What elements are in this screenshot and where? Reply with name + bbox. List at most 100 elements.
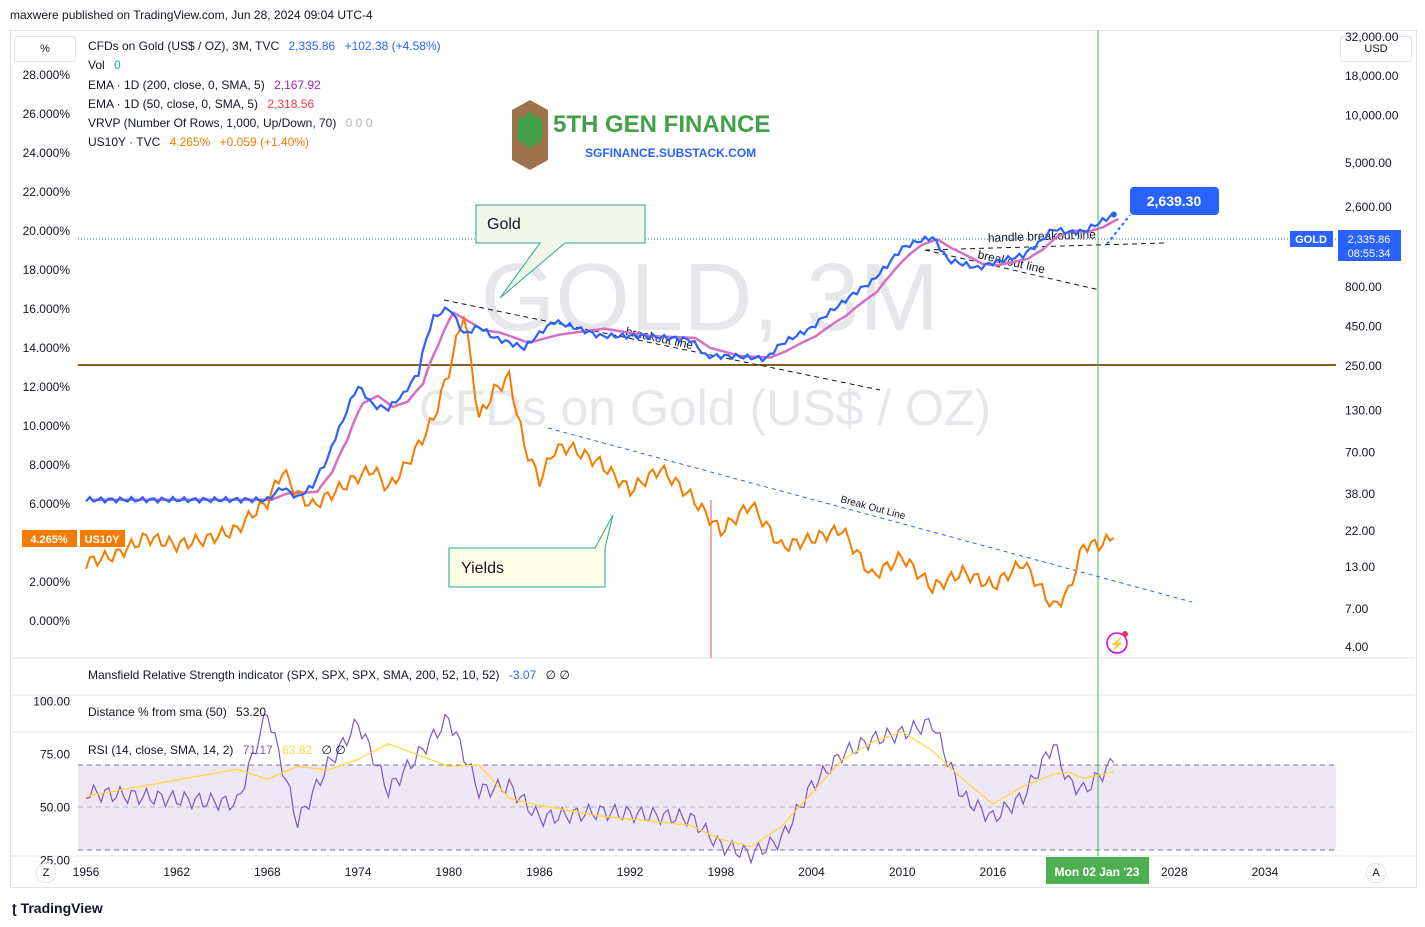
right-axis-tick: 5,000.00 xyxy=(1345,156,1392,170)
gold-callout-box[interactable] xyxy=(475,204,646,299)
watermark-subtitle: CFDs on Gold (US$ / OZ) xyxy=(419,380,991,436)
left-axis-tick: 6.000% xyxy=(29,497,70,511)
right-axis-tick: 32,000.00 xyxy=(1345,30,1399,44)
crosshair-date-tag xyxy=(1046,857,1149,884)
right-axis-tick: 7.00 xyxy=(1345,602,1369,616)
chart-frame xyxy=(10,30,1417,888)
us10y-value-tag-text: 4.265% xyxy=(30,534,68,546)
left-axis-tick: 26.000% xyxy=(23,107,71,121)
distance-pane-title[interactable]: Distance % from sma (50) 53.20 xyxy=(88,705,266,719)
x-axis-tick: 2004 xyxy=(798,865,825,879)
x-axis-tick: 1986 xyxy=(526,865,553,879)
logo: 5TH GEN FINANCE SGFINANCE.SUBSTACK.COM xyxy=(512,100,770,170)
right-axis-tick: 18,000.00 xyxy=(1345,69,1399,83)
yields-breakout-trendline[interactable] xyxy=(547,427,1193,603)
right-axis-tick: 70.00 xyxy=(1345,446,1375,460)
rsi-axis-tick: 100.00 xyxy=(33,694,70,708)
break-out-line-label: Break Out Line xyxy=(839,494,907,522)
legend-ema50-row[interactable]: EMA · 1D (50, close, 0, SMA, 5) 2,318.56 xyxy=(88,97,314,111)
gold-price-line-series xyxy=(85,211,1115,505)
rsi-axis-tick: 75.00 xyxy=(40,747,70,761)
currency-scale-button[interactable]: USD xyxy=(1340,36,1412,62)
yields-callout-box[interactable] xyxy=(448,514,614,588)
right-axis-tick: 800.00 xyxy=(1345,280,1382,294)
percent-scale-button[interactable]: % xyxy=(14,36,76,62)
gold-last-point xyxy=(1110,211,1117,218)
us10y-symbol-tag xyxy=(80,530,125,547)
mansfield-pane-title[interactable]: Mansfield Relative Strength indicator (S… xyxy=(88,668,570,682)
x-axis-tick: 2010 xyxy=(889,865,916,879)
us10y-value-tag xyxy=(22,530,77,547)
legend-vrvp-values: 0 0 0 xyxy=(345,116,373,130)
breakout-trendline[interactable] xyxy=(443,299,881,391)
right-axis: 32,000.00 18,000.00 10,000.00 5,000.00 2,600… xyxy=(1345,30,1399,654)
rsi-line xyxy=(85,713,1115,865)
gold-ema-line xyxy=(90,217,1119,501)
alert-dot-icon xyxy=(1122,631,1128,637)
x-axis-tick: 2028 xyxy=(1161,865,1188,879)
x-axis-tick: 1980 xyxy=(435,865,462,879)
gold-price-tag xyxy=(1338,230,1401,261)
left-axis-tick: 0.000% xyxy=(29,614,70,628)
gold-callout-text: Gold xyxy=(487,216,521,233)
target-price-text: 2,639.30 xyxy=(1147,193,1202,209)
rsi-value: 71.17 xyxy=(242,743,273,757)
published-header: maxwere published on TradingView.com, Ju… xyxy=(10,8,373,22)
legend-vol-row[interactable]: Vol 0 xyxy=(88,58,121,72)
left-axis-tick: 2.000% xyxy=(29,575,70,589)
auto-scale-button[interactable]: A xyxy=(1366,863,1386,883)
right-axis-tick: 130.00 xyxy=(1345,404,1382,418)
logo-url: SGFINANCE.SUBSTACK.COM xyxy=(585,146,756,160)
x-axis-tick: 1998 xyxy=(707,865,734,879)
right-axis-tick: 38.00 xyxy=(1345,487,1375,501)
legend-price: 2,335.86 xyxy=(288,39,336,53)
left-axis-tick: 12.000% xyxy=(23,380,71,394)
x-axis-tick: 1992 xyxy=(617,865,644,879)
rsi-pane-title[interactable]: RSI (14, close, SMA, 14, 2) 71.17 63.82 … xyxy=(88,743,346,757)
lightning-icon[interactable] xyxy=(1106,632,1128,654)
right-axis-tick: 250.00 xyxy=(1345,359,1382,373)
legend-us10y-value: 4.265% xyxy=(169,135,211,149)
rsi-extra: ∅ ∅ xyxy=(321,743,346,757)
target-price-badge[interactable] xyxy=(1130,187,1219,215)
legend-ema200-row[interactable]: EMA · 1D (200, close, 0, SMA, 5) 2,167.9… xyxy=(88,78,321,92)
legend-us10y-change: +0.059 (+1.40%) xyxy=(219,135,310,149)
yields-callout-text: Yields xyxy=(461,560,504,577)
breakout-trendline-2[interactable] xyxy=(924,249,1101,291)
legend-symbol-row[interactable]: CFDs on Gold (US$ / OZ), 3M, TVC 2,335.8… xyxy=(88,39,441,53)
mansfield-extra: ∅ ∅ xyxy=(545,668,570,682)
logo-name: 5TH GEN FINANCE xyxy=(553,111,770,138)
rsi-label: RSI (14, close, SMA, 14, 2) xyxy=(88,743,234,757)
left-axis-tick: 28.000% xyxy=(23,68,71,82)
legend-us10y-row[interactable]: US10Y · TVC 4.265% +0.059 (+1.40%) xyxy=(88,135,309,149)
rsi-axis-tick: 50.00 xyxy=(40,801,70,815)
x-axis-tick: 1968 xyxy=(254,865,281,879)
rsi-ma-value: 63.82 xyxy=(282,743,313,757)
left-axis-tick: 14.000% xyxy=(23,341,71,355)
legend-ema50-value: 2,318.56 xyxy=(267,97,315,111)
x-axis-tick: 2034 xyxy=(1252,865,1279,879)
callouts[interactable]: Gold Yields 2,639.30 ⚡ xyxy=(448,187,1219,654)
target-projection-line[interactable] xyxy=(1106,214,1131,245)
gold-countdown-text: 08:55:34 xyxy=(1348,248,1391,260)
legend-vol-value: 0 xyxy=(114,58,121,72)
tradingview-footer[interactable]: ʈ TradingView xyxy=(12,900,103,916)
price-tags: GOLD 2,335.86 08:55:34 4.265% US10Y Mon … xyxy=(22,230,1401,884)
left-axis-tick: 10.000% xyxy=(23,419,71,433)
right-axis-tick: 4.00 xyxy=(1345,640,1369,654)
left-axis-tick: 8.000% xyxy=(29,458,70,472)
tradingview-brand: TradingView xyxy=(20,900,103,916)
series-layer xyxy=(85,211,1119,865)
left-axis-tick: 24.000% xyxy=(23,146,71,160)
left-axis-tick: 20.000% xyxy=(23,224,71,238)
zoom-button[interactable]: Z xyxy=(36,863,56,883)
legend-ema200-value: 2,167.92 xyxy=(274,78,321,92)
x-axis-tick: 2016 xyxy=(980,865,1007,879)
left-axis-tick: 16.000% xyxy=(23,302,71,316)
mansfield-value: -3.07 xyxy=(508,668,537,682)
legend-change: +102.38 (+4.58%) xyxy=(344,39,441,53)
legend-vrvp-row[interactable]: VRVP (Number Of Rows, 1,000, Up/Down, 70… xyxy=(88,116,372,130)
logo-emblem-inner-icon xyxy=(518,112,542,148)
legend-ema200-label: EMA · 1D (200, close, 0, SMA, 5) xyxy=(88,78,265,92)
